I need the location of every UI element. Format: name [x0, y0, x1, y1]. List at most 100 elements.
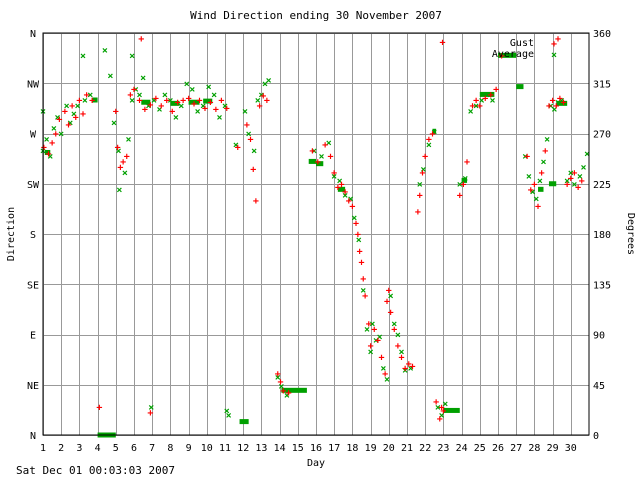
gust-point: + — [218, 96, 224, 107]
average-point: × — [122, 168, 128, 179]
legend-gust-marker: + — [551, 39, 557, 50]
gust-point: + — [202, 103, 208, 114]
gust-point: + — [73, 112, 79, 123]
gust-point: + — [440, 406, 446, 417]
average-point: × — [530, 187, 536, 198]
gust-point: + — [482, 93, 488, 104]
gust-point: + — [457, 190, 463, 201]
average-bar — [479, 91, 495, 97]
gust-point: + — [415, 207, 421, 218]
gust-point: + — [433, 397, 439, 408]
average-point: × — [548, 101, 554, 112]
average-point: × — [420, 165, 426, 176]
gust-point: + — [69, 101, 75, 112]
gust-point: + — [117, 163, 123, 174]
gust-point: + — [309, 146, 315, 157]
average-point: × — [457, 179, 463, 190]
gust-point: + — [460, 179, 466, 190]
average-point: × — [284, 390, 290, 401]
gust-point: + — [391, 324, 397, 335]
average-point: × — [439, 410, 445, 421]
y-tick-label-left: N — [30, 431, 36, 442]
gust-point: + — [524, 151, 530, 162]
gust-point: + — [528, 185, 534, 196]
gust-point: + — [395, 341, 401, 352]
gust-point: + — [417, 190, 423, 201]
average-point: × — [162, 90, 168, 101]
average-point: × — [151, 96, 157, 107]
average-point: × — [217, 112, 223, 123]
gust-point: + — [153, 93, 159, 104]
gust-point: + — [568, 174, 574, 185]
gust-point: + — [120, 157, 126, 168]
gust-point: + — [253, 196, 259, 207]
x-tick-label: 26 — [492, 443, 504, 454]
average-bar — [239, 419, 249, 425]
x-tick-label: 12 — [237, 443, 249, 454]
average-point: × — [262, 79, 268, 90]
average-point: × — [126, 135, 132, 146]
gust-point: + — [406, 359, 412, 370]
gust-point: + — [546, 101, 552, 112]
x-tick-label: 3 — [76, 443, 82, 454]
average-point: × — [156, 104, 162, 115]
average-bar — [432, 128, 437, 134]
gust-point: + — [175, 98, 181, 109]
average-point: × — [484, 90, 490, 101]
gust-point: + — [49, 138, 55, 149]
average-point: × — [55, 112, 61, 123]
gust-point: + — [419, 168, 425, 179]
average-point: × — [577, 171, 583, 182]
average-point: × — [377, 332, 383, 343]
average-bar — [443, 407, 460, 413]
average-bar — [316, 161, 324, 167]
average-point: × — [544, 135, 550, 146]
average-point: × — [395, 330, 401, 341]
gust-point: + — [264, 96, 270, 107]
gust-point: + — [244, 120, 250, 131]
average-point: × — [146, 101, 152, 112]
average-point: × — [102, 45, 108, 56]
average-point: × — [564, 176, 570, 187]
average-point: × — [226, 410, 232, 421]
gust-point: + — [115, 142, 121, 153]
average-bar — [188, 99, 200, 105]
gust-point: + — [531, 179, 537, 190]
y-tick-label-left: W — [30, 130, 37, 141]
y-axis-label-left: Direction — [6, 207, 17, 261]
average-point: × — [75, 101, 81, 112]
average-point: × — [402, 366, 408, 377]
x-tick-label: 14 — [274, 443, 286, 454]
gust-point: + — [499, 51, 505, 62]
average-point: × — [571, 179, 577, 190]
average-point: × — [559, 96, 565, 107]
average-point: × — [311, 146, 317, 157]
average-point: × — [107, 71, 113, 82]
average-bar — [538, 186, 544, 192]
x-tick-label: 9 — [186, 443, 192, 454]
x-tick-label: 8 — [167, 443, 173, 454]
gust-point: + — [355, 230, 361, 241]
average-point: × — [275, 372, 281, 383]
gust-point: + — [439, 403, 445, 414]
timestamp-footer: Sat Dec 01 00:03:03 2007 — [16, 464, 175, 477]
gust-point: + — [147, 408, 153, 419]
average-point: × — [58, 129, 64, 140]
average-point: × — [318, 151, 324, 162]
gust-point: + — [124, 151, 130, 162]
x-tick-label: 7 — [149, 443, 155, 454]
average-point: × — [442, 399, 448, 410]
average-point: × — [129, 96, 135, 107]
y-tick-label-left: E — [30, 331, 36, 342]
gust-point: + — [335, 183, 341, 194]
average-point: × — [195, 107, 201, 118]
average-bar — [92, 97, 98, 103]
average-bar — [141, 99, 151, 105]
gust-point: + — [561, 98, 567, 109]
gust-point: + — [65, 120, 71, 131]
gust-point: + — [346, 196, 352, 207]
average-point: × — [148, 403, 154, 414]
average-point: × — [351, 213, 357, 224]
x-axis-label: Day — [307, 458, 325, 469]
